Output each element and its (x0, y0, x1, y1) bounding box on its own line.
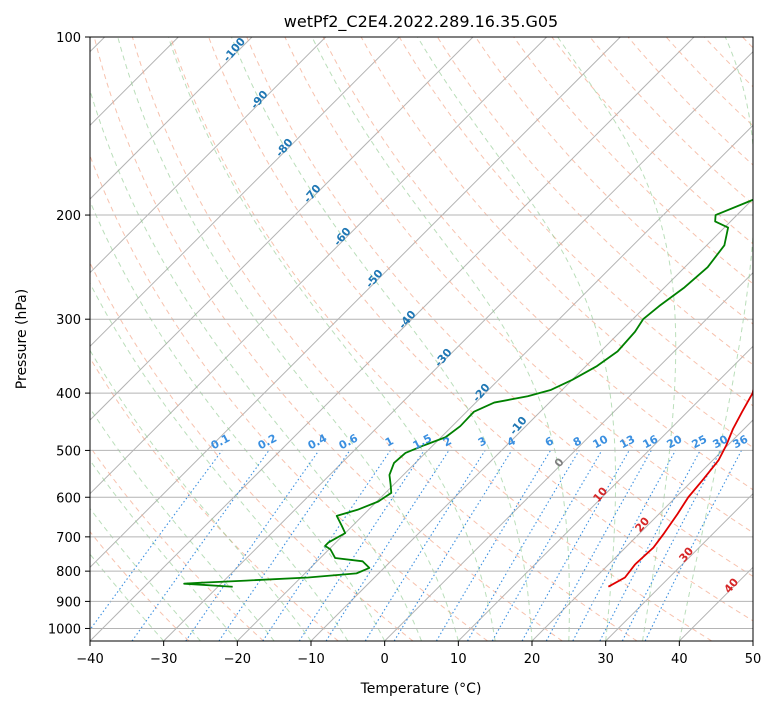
mixing-ratio-label: 36 (731, 432, 751, 451)
y-tick-label: 1000 (48, 622, 81, 637)
mixing-ratio-line (621, 450, 722, 641)
x-tick-label: 20 (524, 652, 541, 667)
chart-title: wetPf2_C2E4.2022.289.16.35.G05 (284, 12, 558, 32)
y-tick-label: 200 (56, 209, 81, 224)
dry-adiabat (360, 37, 753, 449)
moist-adiabat (417, 37, 617, 641)
moist-adiabat (90, 349, 312, 641)
dry-adiabat (246, 37, 753, 577)
x-tick-label: 50 (745, 652, 762, 667)
isotherm-line (90, 37, 695, 641)
mixing-ratio-line (185, 450, 320, 641)
mixing-ratio-lines (90, 450, 742, 641)
y-tick-label: 600 (56, 491, 81, 506)
x-tick-label: 0 (381, 652, 389, 667)
moist-adiabat (90, 507, 201, 641)
mixing-ratio-line (218, 450, 351, 641)
y-tick-label: 700 (56, 531, 81, 546)
x-tick-label: 40 (671, 652, 688, 667)
moist-adiabat (557, 37, 677, 641)
mixing-ratio-line (572, 450, 677, 641)
moist-adiabat (117, 37, 459, 641)
mixing-ratio-label: 20 (665, 432, 685, 451)
mixing-ratio-line (131, 450, 270, 641)
x-tick-label: −30 (150, 652, 177, 667)
isotherm-line (752, 640, 753, 641)
dry-adiabat (90, 261, 414, 641)
moist-adiabat (90, 199, 386, 641)
x-tick-label: −40 (76, 652, 103, 667)
dry-adiabat (93, 37, 563, 641)
moist-adiabat (90, 459, 238, 641)
isotherm-line (605, 492, 753, 641)
y-tick-label: 500 (56, 444, 81, 459)
mixing-ratio-line (325, 450, 450, 641)
moist-adiabat (230, 37, 533, 641)
y-tick-label: 300 (56, 313, 81, 328)
y-tick-label: 800 (56, 565, 81, 580)
x-axis: −40 −30 −20 −10 0 10 20 30 40 50 (76, 641, 761, 667)
dewpoint-profile (183, 198, 753, 588)
mixing-ratio-line (298, 450, 425, 641)
temperature-profile (607, 386, 753, 588)
dry-adiabats (90, 37, 753, 641)
y-tick-label: 100 (56, 31, 81, 46)
isotherm-line (236, 124, 753, 641)
sounding-series (183, 198, 753, 588)
isotherm-line (457, 345, 753, 641)
x-tick-label: −10 (297, 652, 324, 667)
dry-adiabat (208, 37, 753, 622)
isotherm-line (384, 271, 753, 641)
dry-adiabat (398, 37, 753, 407)
y-axis-title: Pressure (hPa) (14, 289, 30, 389)
mixing-ratio-label: 13 (618, 433, 638, 452)
isotherm-line (90, 37, 621, 569)
dry-adiabat (131, 37, 638, 641)
mixing-ratio-line (545, 450, 652, 641)
x-tick-label: 10 (450, 652, 467, 667)
mixing-ratio-line (262, 450, 391, 641)
plot-background (90, 37, 753, 641)
moist-adiabat (90, 553, 165, 641)
moist-adiabat (311, 37, 570, 641)
isotherm-line (90, 37, 400, 348)
moist-adiabats (90, 37, 753, 641)
isotherm-line (531, 419, 753, 641)
mixing-ratio-line (393, 450, 513, 641)
dry-adiabat (322, 37, 753, 491)
mixing-ratio-label: 25 (690, 433, 710, 452)
isotherm-line (90, 37, 474, 421)
y-tick-label: 900 (56, 595, 81, 610)
moist-adiabat (167, 37, 496, 641)
dry-adiabat (437, 37, 753, 366)
moist-adiabat (90, 88, 422, 641)
mixing-ratio-line (644, 450, 742, 641)
x-tick-label: −20 (224, 652, 251, 667)
x-axis-title: Temperature (°C) (360, 681, 482, 697)
isotherm-line (90, 37, 253, 200)
isotherm-line (90, 37, 548, 495)
y-tick-label: 400 (56, 387, 81, 402)
skewed-isotherms (90, 37, 753, 641)
plot-frame (89, 36, 754, 642)
mixing-ratio-label: 10 (591, 432, 611, 451)
mixing-ratio-line (521, 450, 630, 641)
isotherm-line (163, 50, 753, 641)
moist-adiabat (90, 407, 275, 641)
mixing-ratio-label: 16 (641, 432, 661, 451)
isotherm-line (90, 37, 327, 274)
x-tick-label: 30 (597, 652, 614, 667)
mixing-ratio-label: 30 (711, 432, 731, 451)
dry-adiabat (90, 530, 190, 641)
mixing-ratio-line (90, 450, 223, 631)
y-axis: 100 200 300 400 500 600 700 800 900 1000 (48, 31, 90, 637)
